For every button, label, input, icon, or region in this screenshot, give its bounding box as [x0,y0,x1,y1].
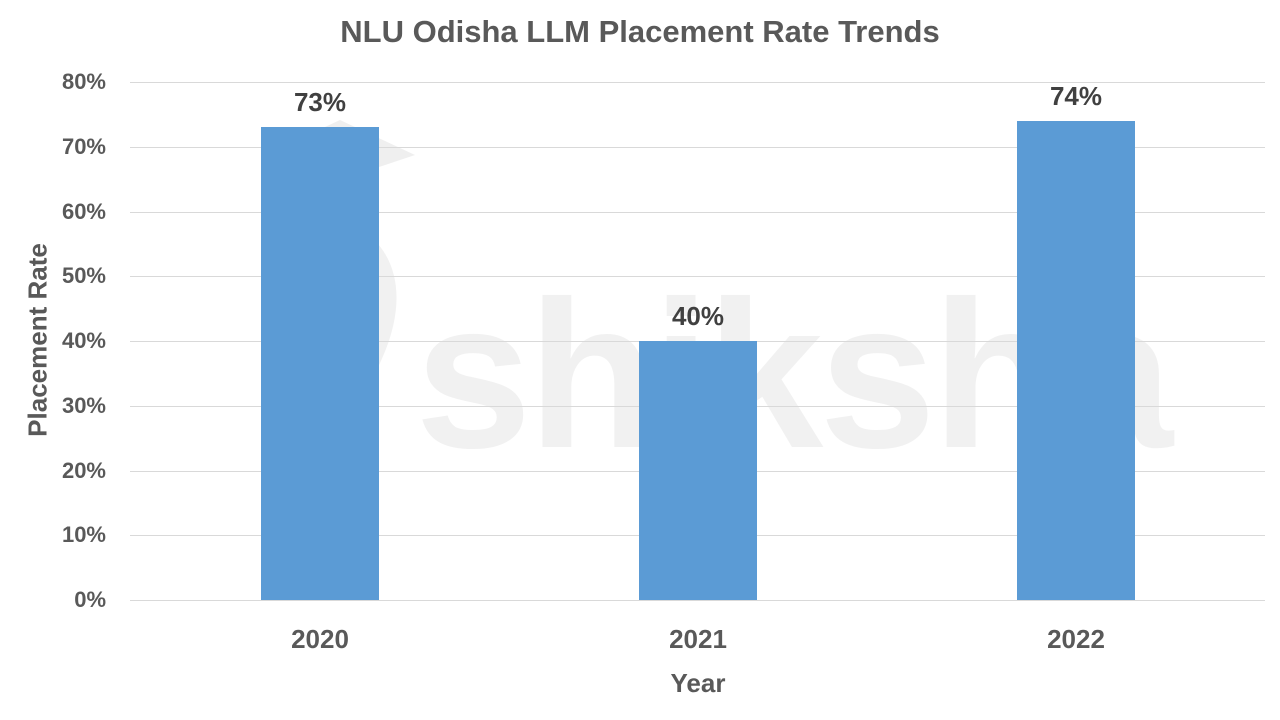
x-axis-label: Year [670,668,726,698]
data-label: 73% [293,87,347,118]
bar-2021[interactable] [639,341,757,600]
chart-title: NLU Odisha LLM Placement Rate Trends [340,14,940,49]
y-tick-label: 0% [74,587,106,612]
y-tick-label: 40% [61,328,106,353]
gridline [130,600,1265,601]
y-tick-label: 50% [61,263,106,289]
gridline [130,147,1265,148]
y-tick-label: 30% [61,392,106,418]
y-tick-label: 70% [61,133,106,159]
x-tick-label: 2021 [669,624,727,654]
gridline [130,212,1265,213]
data-label: 40% [671,301,725,331]
bar-2020[interactable] [261,127,379,600]
y-tick-label: 80% [61,69,106,94]
bar-2022[interactable] [1017,120,1135,600]
x-tick-label: 2022 [1047,624,1105,654]
y-tick-label: 20% [61,457,106,483]
x-tick-label: 2020 [291,624,349,654]
data-label: 74% [1049,80,1103,111]
gridline [130,82,1265,83]
gridline [130,276,1265,277]
y-tick-label: 10% [61,522,106,548]
y-tick-label: 60% [61,198,106,224]
